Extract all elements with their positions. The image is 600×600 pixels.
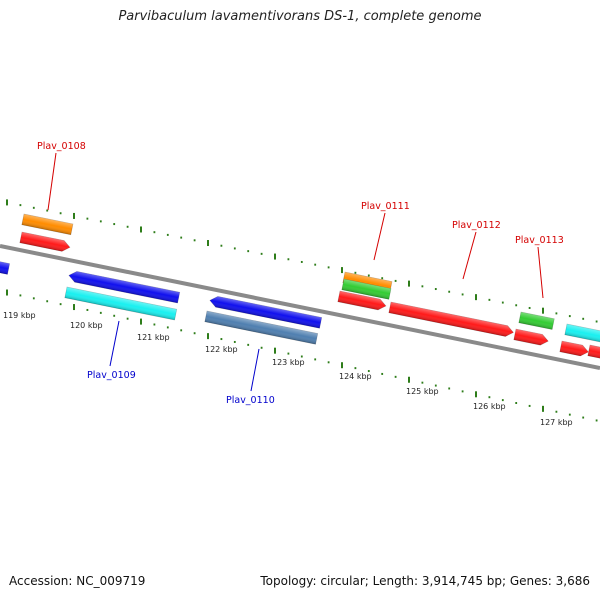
kbp-label-126: 126 kbp [473, 402, 506, 411]
gene-arrow-blue-1-shade [68, 271, 180, 304]
gene-arrow-red-right-shade [559, 341, 589, 356]
gene-fragment-left [0, 261, 10, 275]
gene-arrow-blue-2-shade [209, 296, 322, 329]
gene-bar-red-edge-shade [587, 345, 600, 360]
gene-arrow-red-0111 [337, 290, 387, 311]
gene-arrow-red-0112 [388, 301, 514, 337]
gene-bar-cyan-right [564, 323, 600, 344]
gene-bar-green-0113-shade [518, 312, 555, 330]
leader-plav-0109 [109, 320, 120, 367]
kbp-label-123: 123 kbp [272, 358, 305, 367]
gene-label-plav-0113[interactable]: Plav_0113 [515, 235, 564, 246]
outer-tick-row [6, 199, 598, 323]
gene-bar-cyan-0109-shade [64, 287, 177, 321]
gene-fragment-left-shade [0, 261, 10, 275]
kbp-label-120: 120 kbp [70, 321, 103, 330]
gene-bar-cyan-0109 [64, 286, 178, 321]
kbp-label-127: 127 kbp [540, 418, 573, 427]
gene-bar-steel-0110-shade [204, 311, 318, 345]
leader-plav-0108 [47, 152, 57, 211]
gene-arrow-red-0113-shade [513, 329, 549, 346]
gene-arrow-red-0111-shade [337, 291, 386, 310]
gene-bar-cyan-right-shade [564, 324, 600, 343]
leader-plav-0110 [250, 348, 260, 392]
gene-arrow-red-0113 [513, 328, 549, 346]
gene-label-plav-0112[interactable]: Plav_0112 [452, 220, 501, 231]
kbp-label-125: 125 kbp [406, 387, 439, 396]
inner-tick-row [6, 289, 598, 422]
gene-bar-orange-0108 [21, 213, 74, 236]
gene-bar-green-0113 [518, 311, 555, 330]
kbp-label-121: 121 kbp [137, 333, 170, 342]
gene-label-plav-0110[interactable]: Plav_0110 [226, 395, 275, 406]
leader-plav-0113 [537, 246, 544, 299]
kbp-label-119: 119 kbp [3, 311, 36, 320]
gene-arrow-blue-2 [209, 296, 323, 329]
accession-text: Accession: NC_009719 [9, 574, 146, 588]
gene-bar-red-edge [587, 344, 600, 361]
kbp-label-124: 124 kbp [339, 372, 372, 381]
kbp-label-122: 122 kbp [205, 345, 238, 354]
gene-arrow-red-1-shade [19, 232, 70, 252]
gene-arrow-blue-1 [68, 271, 181, 304]
gene-bar-green-0111-shade [341, 279, 392, 300]
gene-label-plav-0108[interactable]: Plav_0108 [37, 141, 86, 152]
genome-backbone [0, 244, 600, 370]
gene-bar-green-0111 [341, 278, 392, 300]
leader-plav-0111 [373, 212, 386, 261]
gene-arrow-red-0112-shade [388, 302, 514, 337]
label-leaders [47, 152, 544, 392]
gene-arrow-red-1 [19, 231, 71, 252]
map-title: Parvibaculum lavamentivorans DS-1, compl… [118, 9, 482, 24]
gene-bar-orange-0108-shade [21, 214, 74, 235]
leader-plav-0112 [462, 231, 477, 280]
gene-features [0, 213, 600, 361]
gene-label-plav-0111[interactable]: Plav_0111 [361, 201, 410, 212]
gene-bar-steel-0110 [204, 310, 319, 345]
gene-arrow-red-right [559, 340, 589, 357]
gene-label-plav-0109[interactable]: Plav_0109 [87, 370, 136, 381]
genome-summary-text: Topology: circular; Length: 3,914,745 bp… [260, 574, 590, 588]
